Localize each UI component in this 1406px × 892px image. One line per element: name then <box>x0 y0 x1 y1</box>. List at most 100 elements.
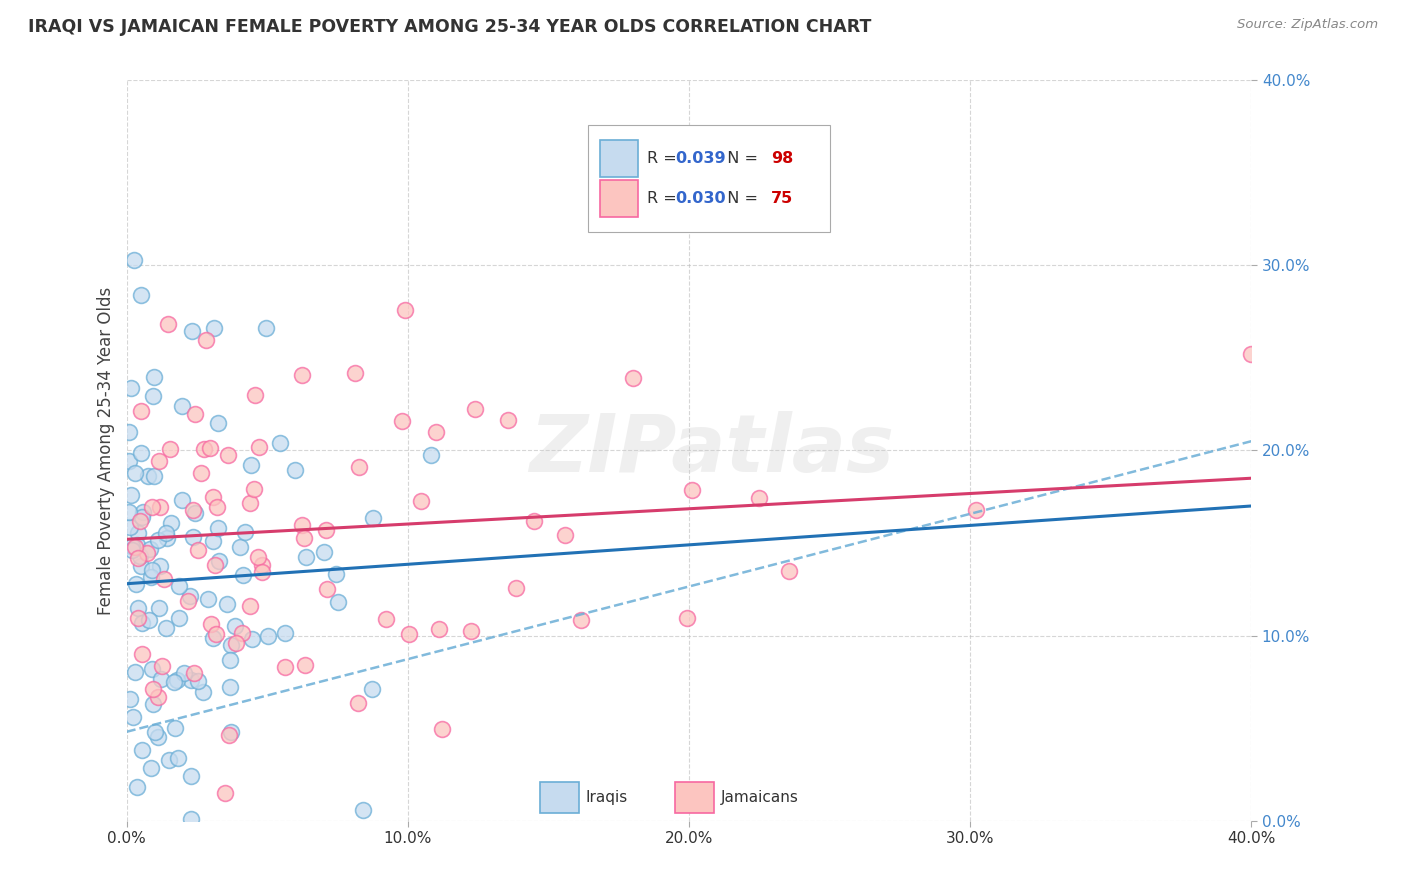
Point <box>193 442 215 456</box>
Point <box>129 446 152 460</box>
Point <box>233 525 256 540</box>
Point <box>118 454 141 468</box>
Point <box>141 662 163 676</box>
Point <box>139 570 162 584</box>
Point <box>118 692 141 706</box>
Point <box>207 521 229 535</box>
Point <box>129 288 152 302</box>
Point <box>136 546 159 560</box>
Point <box>127 525 149 540</box>
Point <box>207 416 229 430</box>
Point <box>129 559 152 574</box>
Point <box>420 448 443 462</box>
Point <box>141 563 163 577</box>
Point <box>247 440 270 454</box>
Point <box>127 600 149 615</box>
Point <box>138 541 160 556</box>
Point <box>239 599 262 613</box>
Point <box>132 505 155 519</box>
Point <box>214 786 236 800</box>
Point <box>191 685 214 699</box>
Point <box>239 496 262 510</box>
Point <box>621 371 644 385</box>
Point <box>150 659 173 673</box>
Point <box>142 698 165 712</box>
Point <box>247 549 270 564</box>
Text: 0.030: 0.030 <box>675 191 725 206</box>
Point <box>204 558 226 573</box>
Point <box>250 558 273 572</box>
FancyBboxPatch shape <box>675 782 714 814</box>
Text: Iraqis: Iraqis <box>585 790 627 805</box>
Point <box>142 682 165 697</box>
Point <box>142 389 165 403</box>
Point <box>143 370 166 384</box>
Point <box>294 658 316 673</box>
Point <box>167 750 190 764</box>
Point <box>146 533 169 547</box>
Point <box>254 320 277 334</box>
Point <box>148 559 170 574</box>
Point <box>124 540 146 554</box>
Point <box>181 503 204 517</box>
Point <box>312 545 335 559</box>
Point <box>344 366 367 380</box>
Point <box>125 577 148 591</box>
Point <box>748 491 770 505</box>
Point <box>464 402 486 417</box>
Point <box>239 458 262 472</box>
Point <box>505 581 527 595</box>
Point <box>127 611 149 625</box>
Point <box>225 636 247 650</box>
Point <box>146 690 169 704</box>
Point <box>157 318 180 332</box>
Point <box>208 554 231 568</box>
Point <box>219 653 242 667</box>
Point <box>136 469 159 483</box>
Point <box>778 564 800 578</box>
Point <box>429 622 451 636</box>
Text: ZIPatlas: ZIPatlas <box>529 411 894 490</box>
Point <box>172 492 194 507</box>
Point <box>180 769 202 783</box>
Point <box>128 549 150 564</box>
Point <box>291 368 314 383</box>
Point <box>149 500 172 514</box>
Point <box>294 550 316 565</box>
Point <box>328 595 350 609</box>
Point <box>965 503 987 517</box>
Point <box>180 812 202 826</box>
FancyBboxPatch shape <box>600 180 638 217</box>
Point <box>150 672 173 686</box>
Point <box>190 466 212 480</box>
Point <box>681 483 703 498</box>
Point <box>143 725 166 739</box>
FancyBboxPatch shape <box>600 140 638 177</box>
Point <box>120 381 142 395</box>
Point <box>127 538 149 552</box>
Point <box>157 753 180 767</box>
Point <box>409 494 432 508</box>
Point <box>179 589 201 603</box>
Point <box>496 413 519 427</box>
Point <box>391 414 413 428</box>
Text: 75: 75 <box>770 191 793 206</box>
Point <box>675 611 697 625</box>
Point <box>523 514 546 528</box>
Point <box>347 459 370 474</box>
Point <box>361 682 384 697</box>
Y-axis label: Female Poverty Among 25-34 Year Olds: Female Poverty Among 25-34 Year Olds <box>97 286 115 615</box>
Point <box>131 648 153 662</box>
Point <box>118 425 141 439</box>
Point <box>187 673 209 688</box>
Point <box>217 448 239 462</box>
Point <box>217 597 239 611</box>
Point <box>291 517 314 532</box>
Point <box>184 507 207 521</box>
Text: 98: 98 <box>770 151 793 166</box>
Text: R =: R = <box>647 151 682 166</box>
Point <box>274 626 297 640</box>
Point <box>180 673 202 687</box>
Point <box>207 500 229 514</box>
Point <box>198 442 221 456</box>
